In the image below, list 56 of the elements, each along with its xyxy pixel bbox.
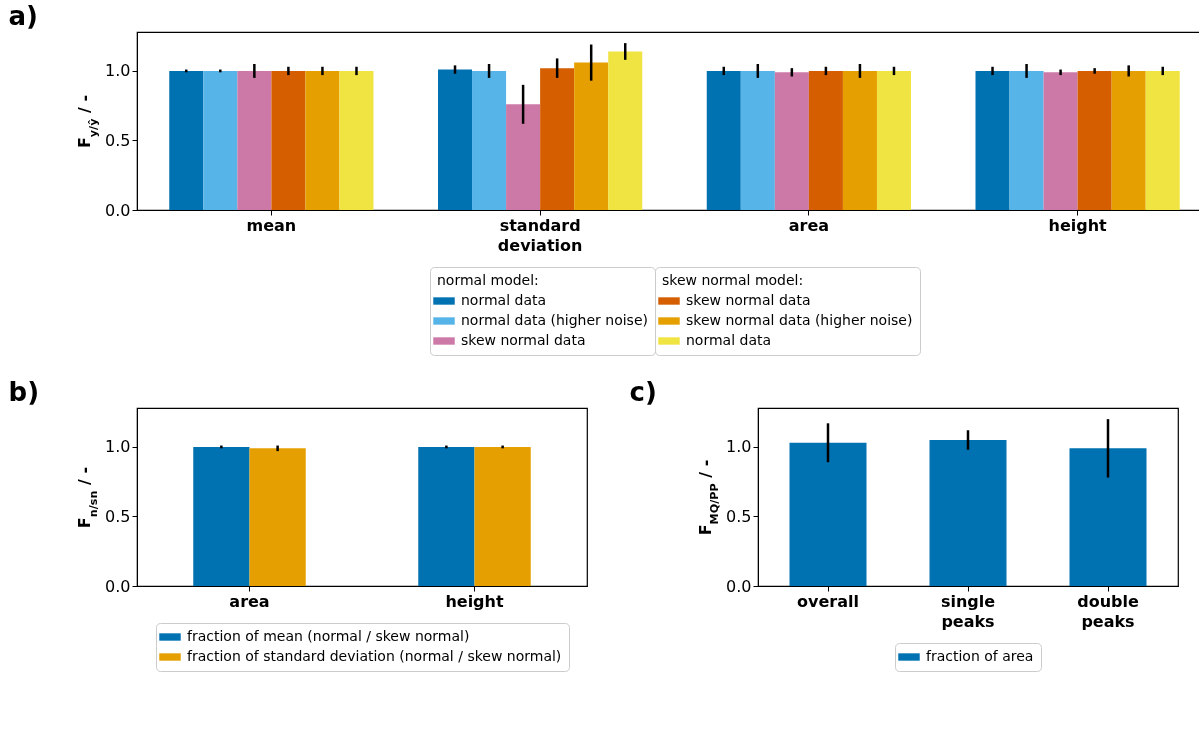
y-tick-label: 1.0 bbox=[105, 61, 131, 81]
x-tick-label: height bbox=[445, 591, 504, 611]
legend-label: normal data bbox=[461, 292, 547, 308]
chart-title: a) bbox=[8, 1, 38, 31]
y-tick-label: 0.0 bbox=[726, 576, 752, 596]
bar bbox=[608, 51, 643, 210]
legend-label: fraction of area bbox=[926, 648, 1034, 664]
text: normal model: bbox=[437, 272, 539, 288]
y-tick-label: 1.0 bbox=[105, 437, 131, 457]
y-tick-label: 0.5 bbox=[105, 130, 131, 150]
bar bbox=[975, 70, 1010, 210]
x-tick-label: single peaks bbox=[940, 591, 996, 631]
bar bbox=[740, 70, 775, 210]
bar bbox=[472, 70, 507, 210]
bar bbox=[506, 104, 541, 210]
chart-title: b) bbox=[8, 377, 40, 407]
x-tick-label: mean bbox=[246, 215, 297, 235]
legend-label: normal data (higher noise) bbox=[461, 312, 648, 328]
y-tick-label: 0.0 bbox=[105, 200, 131, 220]
legend-label: fraction of standard deviation (normal / skew normal) bbox=[187, 648, 562, 664]
x-tick-label: height bbox=[1048, 215, 1108, 235]
x-tick-label: standard deviation bbox=[497, 215, 583, 255]
bar bbox=[169, 70, 204, 210]
legend-label: skew normal data bbox=[686, 292, 811, 308]
y-tick-label: 0.0 bbox=[105, 576, 131, 596]
bar bbox=[1145, 70, 1180, 210]
bar bbox=[237, 70, 272, 210]
legend-label: skew normal data (higher noise) bbox=[686, 312, 913, 328]
bar bbox=[1111, 70, 1146, 210]
x-tick-label: area bbox=[229, 591, 270, 611]
bar bbox=[339, 70, 374, 210]
legend-label: normal data bbox=[686, 332, 772, 348]
legend-label: fraction of mean (normal / skew normal) bbox=[187, 628, 470, 644]
bar bbox=[1009, 70, 1044, 210]
bar bbox=[808, 70, 843, 210]
bar bbox=[876, 70, 911, 210]
x-tick-label: area bbox=[788, 215, 830, 235]
x-tick-label: overall bbox=[797, 591, 859, 611]
bar bbox=[774, 72, 809, 210]
bar bbox=[271, 70, 306, 210]
bar bbox=[842, 70, 877, 210]
bar bbox=[706, 70, 741, 210]
bar bbox=[1077, 70, 1112, 210]
y-tick-label: 1.0 bbox=[726, 437, 752, 457]
bar bbox=[305, 70, 340, 210]
y-tick-label: 0.5 bbox=[726, 506, 752, 526]
legend-label: skew normal data bbox=[461, 332, 586, 348]
chart-title: c) bbox=[629, 377, 657, 407]
bar bbox=[203, 70, 238, 210]
y-tick-label: 0.5 bbox=[105, 506, 131, 526]
bar bbox=[1043, 72, 1078, 210]
text: skew normal model: bbox=[662, 272, 804, 288]
bar bbox=[540, 68, 575, 210]
bar bbox=[438, 69, 473, 210]
bar bbox=[574, 62, 609, 210]
x-tick-label: double peaks bbox=[1077, 591, 1139, 631]
